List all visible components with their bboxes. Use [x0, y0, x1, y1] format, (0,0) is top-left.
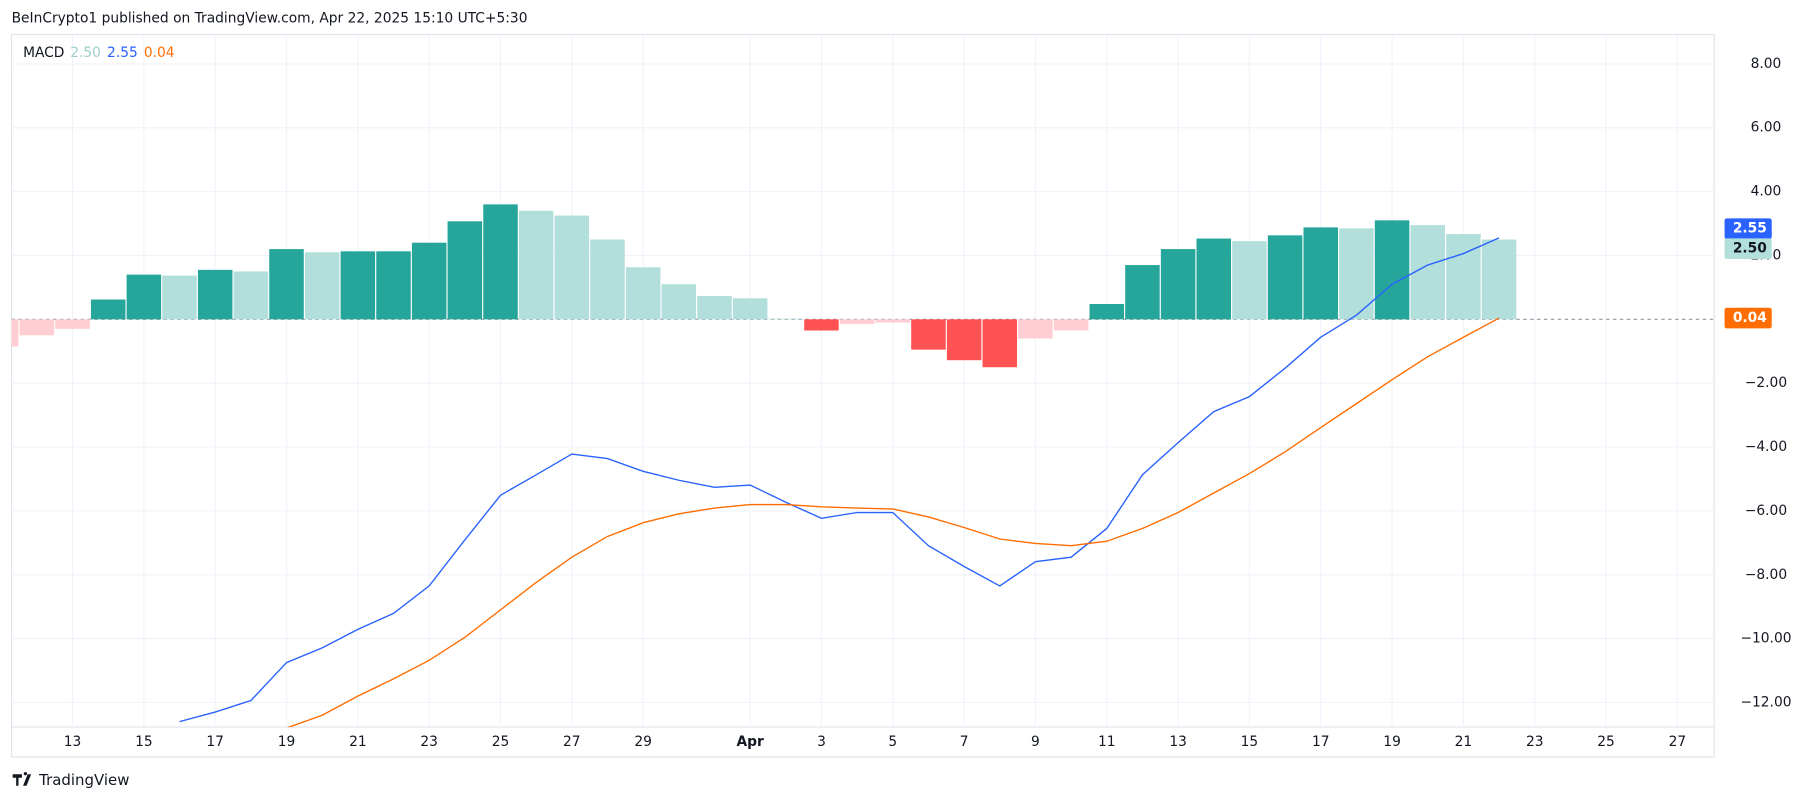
labels: MACD 2.50 2.55 0.04 8.006.004.002.00−2.0…	[23, 45, 1791, 750]
legend-signal: 0.04	[144, 45, 175, 61]
x-tick-label: 15	[135, 734, 153, 750]
histogram-bar	[483, 204, 518, 320]
price-tag-label: 0.04	[1733, 310, 1767, 326]
x-tick-label: 19	[278, 734, 296, 750]
histogram-bar	[982, 319, 1018, 368]
histogram-bar	[875, 319, 911, 323]
histogram-bar	[55, 319, 90, 329]
histogram-bar	[1018, 319, 1053, 339]
y-tick-label: −10.00	[1740, 631, 1791, 647]
legend-title: MACD	[23, 45, 64, 61]
histogram-bar	[1481, 239, 1517, 320]
brand-logo	[12, 771, 32, 786]
x-tick-label: 27	[1669, 734, 1687, 750]
price-tag	[1724, 238, 1772, 260]
x-tick-label: 23	[420, 734, 438, 750]
x-tick-label: 25	[492, 734, 510, 750]
histogram-bar	[1160, 249, 1196, 320]
price-tag-label: 2.50	[1733, 241, 1767, 257]
histogram-bar	[1339, 228, 1374, 320]
x-tick-label: 9	[1031, 734, 1040, 750]
histogram-bar	[1303, 227, 1339, 320]
price-tag	[1724, 218, 1772, 240]
histogram-bar	[376, 251, 411, 320]
histogram-bar	[804, 319, 839, 331]
grid	[11, 34, 1715, 728]
x-tick-label: 3	[817, 734, 826, 750]
histogram-bar	[590, 239, 625, 320]
histogram-bar	[732, 298, 768, 320]
histogram-bar	[90, 299, 126, 320]
price-tag	[1724, 307, 1772, 329]
histogram-bar	[269, 249, 304, 320]
x-tick-label: 15	[1241, 734, 1259, 750]
plot-frame	[10, 33, 1715, 758]
publisher: BeInCrypto1 published on TradingView.com…	[12, 10, 528, 26]
y-tick-label: 6.00	[1751, 120, 1782, 136]
x-tick-label: 25	[1597, 734, 1615, 750]
x-tick-label: 13	[1169, 734, 1187, 750]
histogram-bar	[162, 275, 197, 320]
histogram-bar	[1410, 225, 1446, 320]
histogram-bar	[1196, 238, 1232, 320]
histogram-bar	[768, 318, 804, 320]
histogram-bar	[197, 269, 233, 320]
x-tick-label: Apr	[736, 734, 764, 750]
legend-macd: 2.55	[107, 45, 138, 61]
histogram-bar	[126, 274, 162, 320]
histogram-bar	[1053, 319, 1089, 331]
y-tick-label: −6.00	[1745, 503, 1787, 519]
x-tick-label: 27	[563, 734, 581, 750]
histogram-bar	[554, 215, 590, 320]
y-tick-label: −8.00	[1745, 567, 1787, 583]
legend-hist: 2.50	[70, 45, 101, 61]
histogram-bar	[1446, 234, 1481, 320]
histogram-bar	[911, 319, 946, 350]
x-tick-label: 13	[64, 734, 82, 750]
x-tick-label: 23	[1526, 734, 1544, 750]
histogram-bar	[19, 319, 55, 336]
x-tick-label: 19	[1383, 734, 1401, 750]
histogram-bar	[661, 284, 697, 320]
histogram-bar	[304, 252, 340, 320]
histogram-bar	[839, 319, 875, 325]
y-tick-label: −2.00	[1745, 375, 1787, 391]
histogram-bar	[1125, 265, 1160, 320]
x-tick-label: 21	[1455, 734, 1473, 750]
marks	[11, 204, 1715, 728]
histogram-bar	[625, 267, 661, 320]
y-tick-label: −12.00	[1740, 694, 1791, 710]
histogram-bar	[1089, 304, 1125, 320]
x-tick-label: 5	[888, 734, 897, 750]
histogram-bar	[518, 210, 554, 320]
y-tick-label: −4.00	[1745, 439, 1787, 455]
brand-name: TradingView	[38, 771, 129, 789]
histogram-bar	[11, 319, 19, 347]
x-tick-label: 21	[349, 734, 367, 750]
histogram-bar	[447, 221, 483, 320]
histogram-bar	[1232, 241, 1267, 320]
brand: TradingView	[12, 771, 129, 789]
x-tick-label: 7	[960, 734, 969, 750]
histogram-bar	[1374, 220, 1410, 320]
y-tick-label: 4.00	[1751, 184, 1782, 200]
line	[287, 317, 1500, 728]
histogram-bar	[340, 251, 376, 320]
x-tick-label: 17	[206, 734, 224, 750]
x-tick-label: 17	[1312, 734, 1330, 750]
histogram-bar	[697, 296, 732, 320]
price-tag-label: 2.55	[1733, 221, 1767, 237]
y-tick-label: 8.00	[1751, 56, 1782, 72]
line	[179, 237, 1500, 723]
x-tick-label: 11	[1098, 734, 1116, 750]
histogram-bar	[233, 271, 269, 320]
histogram-bar	[946, 319, 982, 361]
x-tick-label: 29	[634, 734, 652, 750]
histogram-bar	[1267, 235, 1303, 320]
histogram-bar	[411, 242, 447, 320]
